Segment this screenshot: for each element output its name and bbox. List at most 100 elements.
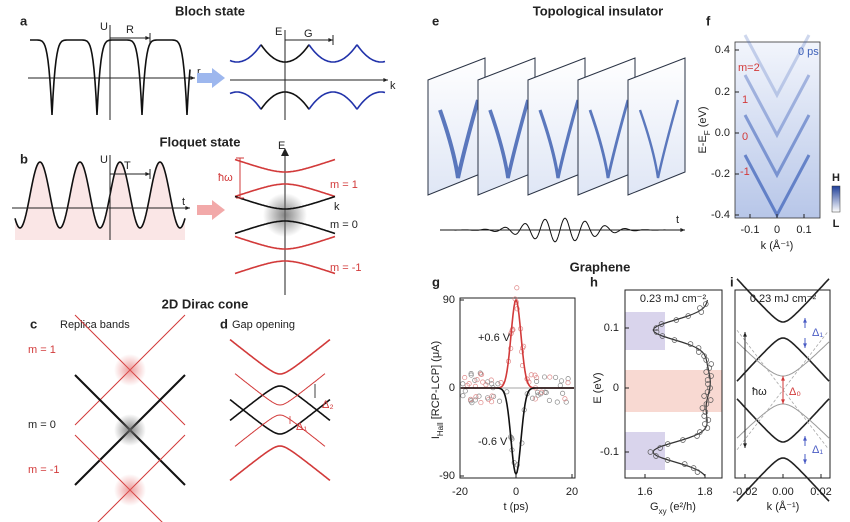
tick-label: 0.2 bbox=[715, 86, 730, 98]
point bbox=[680, 437, 686, 443]
spectrum bbox=[638, 99, 680, 179]
point bbox=[706, 365, 713, 371]
point bbox=[535, 392, 541, 398]
tick-label: 0.02 bbox=[810, 486, 831, 498]
label-unit: (eV) bbox=[697, 106, 709, 130]
point bbox=[703, 301, 709, 307]
point bbox=[539, 389, 545, 395]
point bbox=[529, 395, 536, 401]
curve bbox=[229, 91, 262, 110]
point bbox=[657, 445, 663, 451]
panel-letter: g bbox=[432, 274, 440, 289]
point bbox=[563, 399, 569, 405]
point bbox=[562, 396, 568, 402]
point bbox=[468, 372, 474, 378]
curve bbox=[234, 414, 326, 447]
panel-letter: c bbox=[30, 316, 37, 331]
point bbox=[554, 399, 560, 405]
point bbox=[698, 309, 705, 315]
curve bbox=[234, 235, 336, 250]
tick-label: 1.6 bbox=[637, 486, 652, 498]
label: G bbox=[304, 28, 313, 40]
label-main: E-E bbox=[697, 135, 709, 153]
replica-band bbox=[743, 74, 811, 139]
arrow-head bbox=[781, 399, 785, 404]
panel-title: Floquet state bbox=[160, 134, 241, 149]
panel-letter: b bbox=[20, 151, 28, 166]
label: k bbox=[334, 201, 340, 213]
point bbox=[703, 369, 709, 375]
tick-label: 0.4 bbox=[715, 44, 730, 56]
curve bbox=[234, 195, 336, 210]
point bbox=[703, 401, 710, 407]
panel-title: Graphene bbox=[570, 259, 631, 274]
point bbox=[483, 382, 489, 388]
label: m = 0 bbox=[330, 219, 358, 231]
label: H bbox=[832, 172, 840, 184]
arrow-head bbox=[190, 76, 195, 80]
label-sub: Hall bbox=[436, 422, 445, 436]
label: m = 1 bbox=[28, 344, 56, 356]
label: 0 bbox=[742, 131, 748, 143]
panel-letter: h bbox=[590, 274, 598, 289]
sheet bbox=[627, 57, 686, 196]
curve bbox=[736, 403, 830, 439]
tick-label: 20 bbox=[566, 486, 578, 498]
curve bbox=[234, 183, 336, 198]
point bbox=[673, 317, 680, 323]
point bbox=[469, 400, 475, 406]
point bbox=[495, 381, 501, 387]
label-unit: (e²/h) bbox=[667, 501, 696, 513]
label: ħω bbox=[218, 172, 233, 184]
tick-label: -0.1 bbox=[600, 446, 619, 458]
transition-arrow bbox=[197, 68, 225, 88]
band bbox=[625, 432, 665, 470]
curve bbox=[461, 298, 574, 389]
spectrum bbox=[538, 99, 580, 179]
curve bbox=[736, 341, 830, 377]
tick-label: 0.0 bbox=[715, 127, 730, 139]
point bbox=[462, 375, 468, 381]
axis-label: IHall [RCP-LCP] (μA) bbox=[430, 341, 445, 439]
curve bbox=[260, 44, 310, 63]
curve bbox=[440, 217, 680, 243]
curve bbox=[234, 373, 326, 406]
label: m = -1 bbox=[28, 464, 59, 476]
point bbox=[485, 379, 491, 385]
label: m = 0 bbox=[28, 419, 56, 431]
point bbox=[665, 441, 671, 447]
curve bbox=[229, 338, 331, 375]
tick-label: -0.02 bbox=[732, 486, 757, 498]
point bbox=[504, 389, 510, 395]
curve bbox=[652, 299, 711, 477]
label: k bbox=[390, 80, 396, 92]
point bbox=[708, 373, 714, 379]
label: 0.23 mJ cm⁻² bbox=[750, 293, 817, 305]
point bbox=[553, 374, 559, 380]
panel-letter: e bbox=[432, 13, 439, 28]
point bbox=[647, 449, 654, 455]
point bbox=[476, 393, 482, 399]
panel-title: 2D Dirac cone bbox=[162, 296, 249, 311]
point bbox=[534, 378, 540, 384]
point bbox=[532, 396, 538, 402]
label: m = -1 bbox=[330, 262, 361, 274]
curve bbox=[736, 457, 830, 502]
point bbox=[546, 397, 552, 403]
point bbox=[489, 393, 495, 399]
point bbox=[489, 381, 495, 387]
point bbox=[498, 380, 504, 386]
point bbox=[557, 382, 563, 389]
label-sub: xy bbox=[659, 507, 667, 516]
point bbox=[496, 398, 503, 404]
label: t bbox=[676, 214, 679, 226]
label: Δ₁ bbox=[812, 444, 823, 456]
point bbox=[541, 374, 548, 380]
point bbox=[704, 377, 711, 383]
arrow-head bbox=[185, 206, 190, 210]
replica-band bbox=[743, 34, 811, 99]
point bbox=[474, 377, 480, 383]
curve bbox=[14, 161, 186, 229]
tick-label: -0.2 bbox=[711, 168, 730, 180]
curve bbox=[308, 44, 358, 63]
